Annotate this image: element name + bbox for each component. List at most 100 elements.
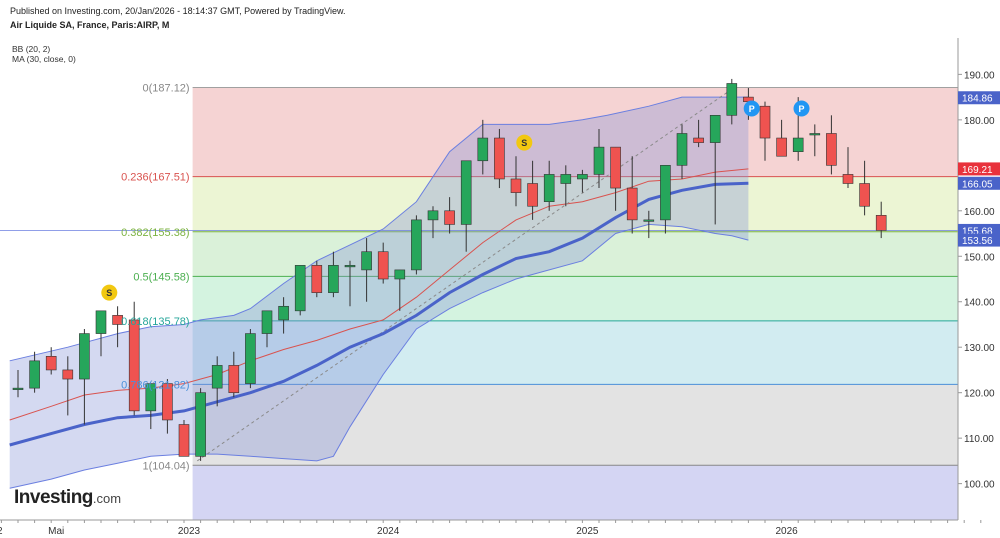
candle bbox=[377, 242, 389, 284]
candle bbox=[610, 146, 621, 211]
x-tick-label: 2026 bbox=[775, 526, 798, 537]
candle-body bbox=[427, 210, 439, 221]
candle-body bbox=[560, 174, 572, 184]
trend-line bbox=[196, 85, 738, 462]
candle bbox=[543, 160, 555, 211]
candle-body bbox=[228, 365, 240, 393]
candle-body bbox=[294, 265, 306, 312]
y-tick-label: 110.00 bbox=[964, 434, 994, 445]
candle bbox=[128, 301, 140, 416]
fib-zone bbox=[192, 176, 958, 232]
price-tag-value: 169.21 bbox=[962, 165, 993, 176]
bollinger-band-fill bbox=[9, 97, 749, 489]
candle-body bbox=[344, 265, 356, 268]
dividend-icon bbox=[101, 284, 118, 301]
candle-body bbox=[610, 146, 621, 189]
fib-level-label: 0.5(145.58) bbox=[133, 271, 189, 283]
candle-body bbox=[444, 210, 455, 225]
candle-body bbox=[759, 105, 771, 139]
candle bbox=[510, 156, 522, 207]
candle-body bbox=[62, 369, 74, 380]
candle-body bbox=[278, 305, 289, 321]
fib-level-label: 0.786(121.82) bbox=[121, 379, 190, 391]
x-tick-label: 2022 bbox=[0, 526, 3, 537]
plot-area: 0(187.12) 0.236(167.51) 0.382(155.38) 0.5(1… bbox=[0, 78, 958, 520]
candle bbox=[344, 260, 356, 307]
price-tag-value: 153.56 bbox=[962, 236, 993, 247]
price-tag: 184.86 bbox=[958, 91, 1000, 105]
y-tick-label: 130.00 bbox=[964, 343, 995, 354]
price-tag-value: 155.68 bbox=[962, 226, 993, 237]
candle-body bbox=[510, 178, 522, 193]
candle bbox=[427, 206, 439, 239]
y-tick-label: 150.00 bbox=[964, 252, 995, 263]
candle-body bbox=[162, 383, 173, 421]
x-tick-label: Mai bbox=[48, 526, 64, 537]
bollinger-middle-line bbox=[9, 168, 749, 421]
logo-name: Investing bbox=[14, 487, 93, 508]
fib-level-label: 0.382(155.38) bbox=[121, 227, 190, 239]
candle-body bbox=[361, 251, 372, 271]
fib-level-label: 0.618(135.78) bbox=[121, 316, 190, 328]
candle bbox=[112, 306, 123, 348]
candle-body bbox=[842, 174, 854, 184]
candle bbox=[842, 147, 854, 189]
candle bbox=[195, 388, 206, 461]
price-tag: 166.05 bbox=[958, 176, 1000, 190]
candle bbox=[294, 265, 306, 316]
price-tag-bg bbox=[958, 176, 1000, 190]
candle bbox=[79, 329, 90, 425]
candle bbox=[411, 215, 422, 275]
candle bbox=[826, 115, 837, 175]
marker-label: S bbox=[521, 138, 527, 148]
candle-body bbox=[95, 310, 107, 334]
candle-body bbox=[726, 83, 738, 116]
candle bbox=[776, 119, 787, 157]
fib-level-label: 0(187.12) bbox=[143, 82, 190, 94]
candle bbox=[178, 419, 190, 457]
y-tick-label: 160.00 bbox=[964, 207, 995, 218]
event-marker-p: P bbox=[743, 100, 760, 117]
candle bbox=[361, 238, 372, 302]
price-tag-bg bbox=[958, 162, 1000, 176]
candle-body bbox=[29, 360, 40, 389]
candle bbox=[162, 379, 173, 434]
price-tag-value: 184.86 bbox=[962, 94, 993, 105]
indicator-ma-label: MA (30, close, 0) bbox=[12, 54, 76, 64]
candle bbox=[626, 156, 638, 234]
candle-body bbox=[593, 146, 605, 175]
symbol-title: Air Liquide SA, France, Paris:AIRP, M bbox=[10, 20, 170, 30]
price-tag-bg bbox=[958, 233, 1000, 247]
candle bbox=[709, 115, 721, 225]
candle bbox=[660, 165, 671, 234]
candle bbox=[859, 160, 870, 216]
candle bbox=[45, 347, 57, 375]
candle bbox=[643, 210, 655, 239]
candle bbox=[676, 124, 688, 179]
candle-body bbox=[676, 133, 688, 166]
x-tick-label: 2024 bbox=[377, 526, 400, 537]
candle-body bbox=[809, 133, 821, 136]
candle-body bbox=[875, 215, 887, 231]
candle-body bbox=[543, 174, 555, 202]
candle bbox=[726, 78, 738, 125]
candle bbox=[62, 356, 74, 416]
fib-level-label: 0.236(167.51) bbox=[121, 172, 190, 184]
candle bbox=[211, 356, 223, 407]
candle bbox=[477, 119, 489, 175]
fib-level-label: 1(104.04) bbox=[143, 460, 190, 472]
price-tag: 153.56 bbox=[958, 233, 1000, 247]
candle bbox=[328, 251, 339, 298]
candle bbox=[759, 101, 771, 161]
candle-body bbox=[245, 333, 256, 384]
event-marker-p: P bbox=[793, 100, 810, 117]
candle-body bbox=[128, 319, 140, 412]
candle-body bbox=[79, 333, 90, 380]
candle-body bbox=[626, 187, 638, 221]
candle-body bbox=[178, 424, 190, 457]
candle-body bbox=[693, 137, 704, 143]
candle-body bbox=[112, 315, 123, 325]
event-marker-s: S bbox=[101, 284, 118, 301]
x-tick-label: 2023 bbox=[178, 526, 201, 537]
